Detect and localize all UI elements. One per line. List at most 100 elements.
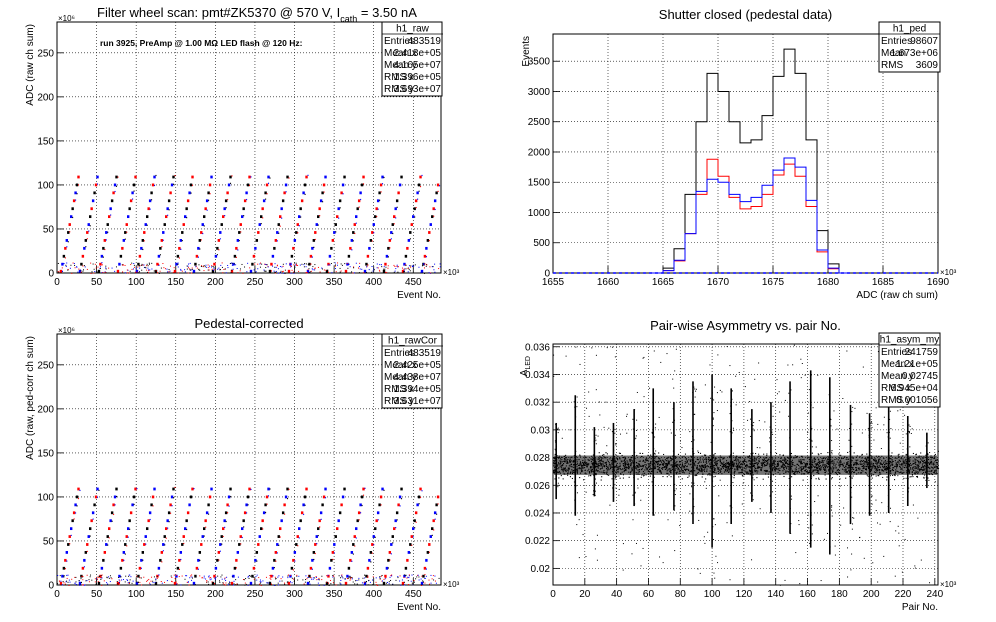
data-point: [412, 264, 414, 266]
data-point: [689, 493, 691, 495]
data-point: [576, 471, 578, 473]
data-point: [342, 577, 344, 579]
data-point: [165, 527, 168, 531]
data-point: [314, 268, 316, 270]
stats-row-value: 483519: [408, 36, 442, 47]
data-point: [327, 574, 329, 576]
y-tick-label: 0: [544, 269, 550, 280]
data-point: [341, 574, 343, 576]
data-point: [191, 175, 194, 179]
data-point: [266, 582, 268, 584]
data-point: [289, 262, 292, 266]
data-point: [332, 582, 334, 584]
data-point: [293, 272, 295, 274]
data-point: [119, 583, 121, 585]
data-point: [732, 427, 734, 429]
data-point: [391, 575, 393, 577]
data-point: [224, 526, 226, 528]
data-point: [417, 574, 419, 576]
data-point: [268, 581, 272, 585]
data-point: [910, 476, 912, 478]
data-point: [157, 254, 161, 258]
data-point: [161, 246, 163, 248]
data-point: [254, 263, 256, 265]
data-point: [812, 407, 814, 409]
stats-row-label: RMS x: [384, 384, 414, 395]
data-point: [165, 537, 167, 539]
x-tick-label: 300: [286, 277, 303, 288]
data-point: [243, 215, 245, 217]
data-point: [87, 535, 90, 538]
data-point: [286, 581, 288, 583]
data-point: [217, 268, 219, 270]
data-point: [750, 492, 752, 494]
data-point: [909, 476, 911, 478]
data-point: [308, 268, 310, 270]
data-point: [268, 495, 270, 497]
data-point: [110, 577, 112, 579]
data-point: [229, 582, 231, 584]
data-point: [574, 406, 576, 408]
data-point: [270, 578, 272, 580]
data-point: [751, 409, 753, 411]
data-point: [131, 268, 133, 270]
data-point: [201, 535, 204, 538]
data-point: [335, 584, 337, 586]
data-point: [332, 574, 334, 576]
data-point: [867, 427, 869, 429]
y-tick-label: 2000: [528, 147, 551, 158]
data-point: [374, 536, 376, 538]
data-point: [159, 558, 162, 562]
data-point: [163, 267, 165, 269]
data-point: [148, 270, 150, 272]
data-point: [314, 269, 316, 271]
stats-row-label: Mean x: [384, 360, 417, 371]
data-point: [336, 215, 339, 219]
data-point: [420, 581, 424, 585]
data-point: [605, 452, 607, 454]
chart-asym: 0 20 40 60 80 100 120 140 160 180 200 220 2400.020.0…: [519, 318, 957, 613]
data-point: [265, 495, 269, 499]
data-point: [403, 576, 405, 578]
x-tick-label: 20: [579, 589, 591, 600]
data-point: [403, 262, 406, 266]
data-point: [125, 223, 128, 226]
data-point: [180, 584, 182, 586]
data-point: [352, 553, 354, 555]
data-point: [191, 579, 193, 581]
data-point: [233, 263, 235, 265]
data-point: [158, 264, 160, 266]
data-point: [730, 420, 732, 422]
data-point: [729, 505, 731, 507]
data-point: [710, 468, 712, 470]
data-point: [90, 574, 92, 576]
data-point: [222, 272, 224, 274]
data-point: [381, 580, 383, 582]
data-point: [317, 215, 320, 219]
data-point: [307, 575, 309, 577]
data-point: [243, 199, 247, 203]
data-point: [576, 469, 578, 471]
data-point: [618, 475, 620, 477]
data-point: [149, 208, 151, 210]
data-point: [199, 575, 201, 577]
data-point: [654, 460, 656, 462]
data-point: [383, 489, 385, 491]
data-point: [315, 576, 317, 578]
data-point: [173, 497, 175, 499]
data-point: [216, 558, 219, 562]
data-point: [379, 495, 383, 499]
data-point: [396, 206, 398, 208]
data-point: [259, 262, 261, 264]
data-point: [321, 575, 323, 577]
data-point: [90, 262, 92, 264]
data-point: [107, 215, 111, 219]
data-point: [163, 535, 166, 538]
data-point: [437, 503, 439, 505]
data-point: [429, 223, 432, 226]
data-point: [192, 581, 196, 585]
data-point: [871, 495, 873, 497]
data-point: [100, 576, 102, 578]
data-point: [150, 503, 153, 507]
data-point: [714, 453, 716, 455]
